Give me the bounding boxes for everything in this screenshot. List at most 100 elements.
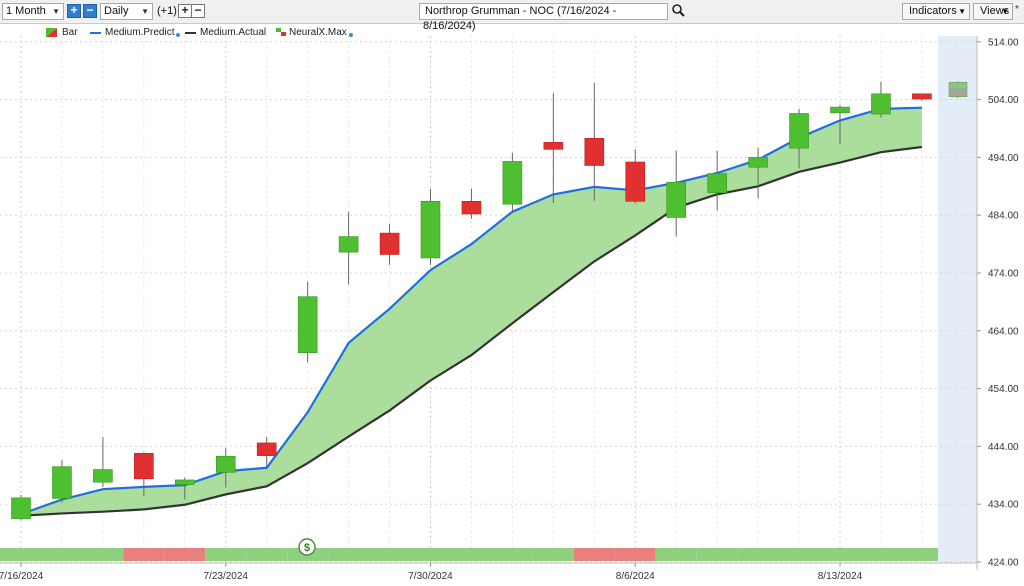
candle-body[interactable] [461, 201, 482, 215]
neural-legend-icon [276, 28, 286, 36]
candle-body[interactable] [830, 106, 850, 114]
forecast-band [21, 107, 922, 516]
legend-predict[interactable]: Medium.Predict [90, 27, 181, 38]
line-swatch-icon [185, 31, 196, 34]
legend-actual-label: Medium.Actual [200, 27, 267, 38]
candle-body[interactable] [215, 455, 236, 473]
signal-strip-segment [573, 548, 615, 561]
candle-body[interactable] [256, 442, 277, 456]
candle-body[interactable] [52, 466, 72, 499]
candle-body[interactable] [666, 181, 687, 218]
candle-body[interactable] [871, 93, 891, 115]
signal-strip-segment [532, 548, 574, 561]
chevron-down-icon: ▼ [958, 7, 966, 16]
candle-body[interactable] [748, 157, 768, 168]
x-tick-label: 8/6/2024 [616, 571, 655, 582]
chevron-down-icon: ▼ [1001, 7, 1009, 16]
projection-panel [938, 36, 977, 562]
candle-body[interactable] [93, 469, 113, 483]
x-tick-label: 7/30/2024 [408, 571, 453, 582]
projection-overlay [949, 88, 967, 97]
medium-actual-line [20, 145, 923, 517]
signal-marker-label: $ [304, 542, 310, 554]
line-swatch-icon [90, 31, 101, 34]
medium-predict-line [20, 106, 922, 516]
candle-body[interactable] [789, 113, 809, 149]
views-dropdown[interactable]: Views ▼ [973, 3, 1013, 20]
signal-marker-icon[interactable] [298, 538, 316, 556]
signal-strip-segment [410, 548, 451, 561]
candle-body[interactable] [175, 479, 195, 485]
signal-strip-segment [0, 548, 42, 561]
legend-predict-label: Medium.Predict [105, 27, 175, 38]
offset-label: (+1) [157, 5, 177, 17]
signal-strip-segment [369, 548, 411, 561]
y-tick-label: 474.00 [988, 268, 1019, 279]
chevron-down-icon: ▼ [52, 7, 60, 16]
legend-actual[interactable]: Medium.Actual [185, 27, 266, 38]
candle-body[interactable] [11, 497, 31, 519]
y-tick-label: 514.00 [988, 37, 1019, 48]
candle-body[interactable] [134, 453, 154, 480]
signal-strip-segment [450, 548, 492, 561]
y-tick-label: 424.00 [988, 558, 1019, 569]
signal-strip-segment [819, 548, 861, 561]
signal-strip-segment [164, 548, 206, 561]
signal-strip-segment [778, 548, 820, 561]
x-tick-label: 7/16/2024 [0, 571, 44, 582]
settings-dot-icon[interactable] [348, 32, 353, 37]
signal-strip-segment [901, 548, 938, 561]
y-tick-label: 434.00 [988, 500, 1019, 511]
search-icon[interactable] [671, 3, 685, 19]
x-tick-label: 7/23/2024 [204, 571, 249, 582]
signal-strip-segment [491, 548, 533, 561]
signal-strip-segment [696, 548, 738, 561]
candle-body[interactable] [420, 201, 441, 259]
y-tick-label: 484.00 [988, 211, 1019, 222]
candle-body[interactable] [584, 138, 605, 166]
interval-select[interactable]: Daily ▼ [100, 3, 153, 20]
chart-legend: Bar Medium.Predict Medium.Actual NeuralX… [0, 24, 930, 40]
zoom-out-button[interactable]: − [83, 4, 97, 18]
candle-body[interactable] [502, 161, 523, 205]
candle-body[interactable] [912, 93, 932, 100]
candle-body[interactable] [297, 296, 318, 354]
indicators-label: Indicators [909, 5, 957, 17]
period-value: 1 Month [6, 5, 46, 17]
indicators-dropdown[interactable]: Indicators ▼ [902, 3, 970, 20]
toolbar: 1 Month ▼ + − Daily ▼ (+1) + − Northrop … [0, 0, 1024, 32]
signal-strip-segment [655, 548, 697, 561]
bar-legend-icon [46, 28, 57, 37]
signal-strip-segment [41, 548, 83, 561]
candle-body[interactable] [707, 173, 727, 193]
signal-strip-segment [737, 548, 779, 561]
y-tick-label: 444.00 [988, 442, 1019, 453]
candle-body[interactable] [379, 232, 400, 255]
period-select[interactable]: 1 Month ▼ [2, 3, 64, 20]
offset-decrease-button[interactable]: − [191, 4, 205, 18]
pin-star[interactable]: * [1015, 4, 1019, 15]
legend-bar[interactable]: Bar [46, 27, 78, 38]
x-tick-label: 8/13/2024 [818, 571, 863, 582]
signal-strip-segment [123, 548, 165, 561]
interval-value: Daily [104, 5, 129, 17]
settings-dot-icon[interactable] [176, 32, 181, 37]
zoom-in-button[interactable]: + [67, 4, 81, 18]
y-tick-label: 464.00 [988, 326, 1019, 337]
signal-strip-segment [82, 548, 124, 561]
candle-body[interactable] [625, 161, 646, 202]
symbol-title: Northrop Grumman - NOC (7/16/2024 - 8/16… [423, 5, 617, 32]
symbol-field[interactable]: Northrop Grumman - NOC (7/16/2024 - 8/16… [419, 3, 668, 32]
candle-body[interactable] [543, 142, 564, 150]
candle-body[interactable] [338, 236, 359, 253]
legend-bar-label: Bar [62, 27, 78, 38]
y-tick-label: 454.00 [988, 384, 1019, 395]
legend-neural[interactable]: NeuralX.Max [276, 27, 353, 38]
offset-increase-button[interactable]: + [178, 4, 192, 18]
legend-neural-label: NeuralX.Max [289, 27, 347, 38]
signal-strip-segment [860, 548, 902, 561]
y-tick-label: 494.00 [988, 153, 1019, 164]
views-label: Views [980, 5, 1010, 17]
signal-strip-segment [246, 548, 288, 561]
